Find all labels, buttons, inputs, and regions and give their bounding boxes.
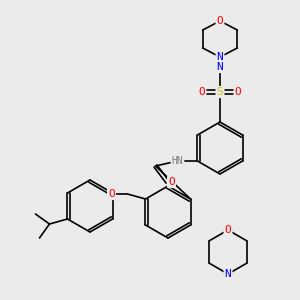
Text: N: N — [225, 269, 231, 279]
Text: O: O — [199, 87, 206, 97]
Text: O: O — [225, 225, 231, 235]
Text: O: O — [108, 189, 115, 199]
Text: O: O — [235, 87, 242, 97]
Text: HN: HN — [172, 156, 183, 166]
Text: S: S — [217, 87, 224, 97]
Text: N: N — [217, 62, 224, 72]
Text: O: O — [217, 16, 224, 26]
Text: N: N — [217, 52, 224, 62]
Text: O: O — [168, 177, 175, 187]
